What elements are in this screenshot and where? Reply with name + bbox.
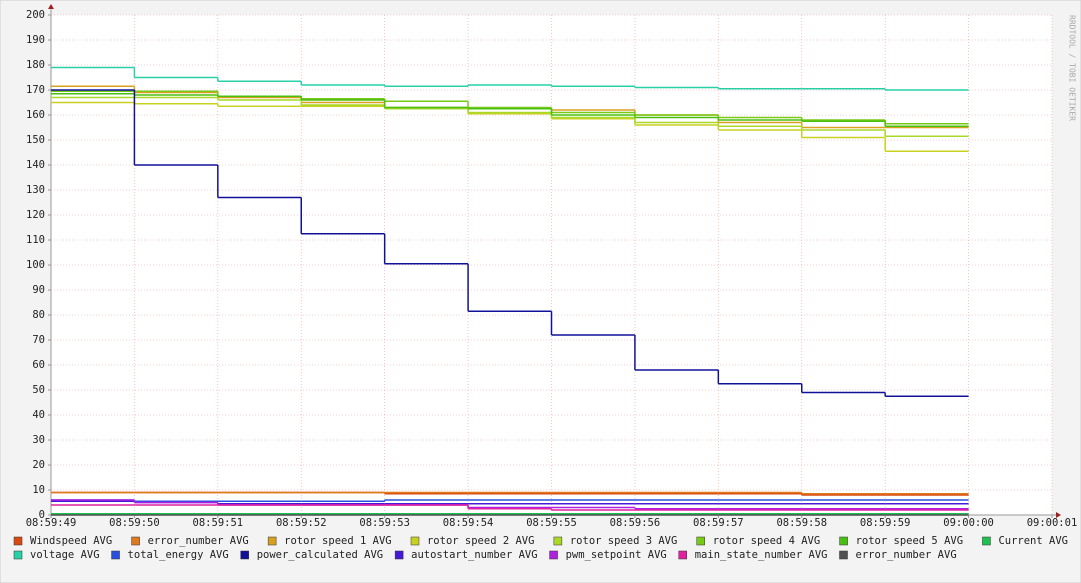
y-tick-label: 60: [32, 359, 45, 371]
legend-label: Windspeed AVG: [30, 535, 112, 547]
y-tick-label: 110: [26, 234, 45, 246]
x-tick-label: 08:59:56: [610, 517, 661, 529]
legend-label: main_state_number AVG: [695, 549, 828, 561]
legend-label: rotor speed 2 AVG: [427, 535, 534, 547]
legend-swatch: [131, 536, 140, 546]
y-tick-label: 30: [32, 434, 45, 446]
y-tick-label: 130: [26, 184, 45, 196]
legend-swatch: [13, 550, 23, 560]
y-tick-label: 200: [26, 9, 45, 21]
x-tick-label: 09:00:01: [1027, 517, 1078, 529]
y-tick-label: 70: [32, 334, 45, 346]
x-tick-label: 08:59:51: [193, 517, 244, 529]
legend-swatch: [696, 536, 705, 546]
legend-swatch: [839, 536, 848, 546]
legend-label: Current AVG: [998, 535, 1068, 547]
legend-item: rotor speed 1 AVG: [267, 535, 392, 547]
legend-item: Current AVG: [982, 535, 1068, 547]
y-tick-label: 0: [39, 509, 45, 521]
y-tick-label: 80: [32, 309, 45, 321]
legend-item: rotor speed 4 AVG: [696, 535, 820, 547]
legend-item: main_state_number AVG: [678, 549, 828, 561]
y-tick-label: 10: [32, 484, 45, 496]
y-tick-label: 90: [32, 284, 45, 296]
legend-label: pwm_setpoint AVG: [566, 549, 667, 561]
legend-item: pwm_setpoint AVG: [549, 549, 667, 561]
legend-item: voltage AVG: [13, 549, 100, 561]
legend-label: rotor speed 4 AVG: [713, 535, 820, 547]
legend-label: autostart_number AVG: [411, 549, 537, 561]
legend-swatch: [553, 536, 563, 546]
x-tick-label: 08:59:50: [109, 517, 160, 529]
watermark: RRDTOOL / TOBI OETIKER: [1068, 15, 1077, 121]
legend-item: rotor speed 2 AVG: [410, 535, 534, 547]
legend-item: power_calculated AVG: [240, 549, 383, 561]
legend-swatch: [394, 550, 404, 560]
x-tick-label: 08:59:55: [526, 517, 577, 529]
y-tick-label: 120: [26, 209, 45, 221]
x-tick-label: 08:59:59: [860, 517, 911, 529]
legend-label: error_number AVG: [856, 549, 957, 561]
legend-swatch: [678, 550, 687, 560]
legend-item: rotor speed 3 AVG: [553, 535, 677, 547]
x-axis-arrow: [1056, 512, 1061, 518]
x-tick-label: 08:59:53: [359, 517, 410, 529]
x-tick-label: 08:59:52: [276, 517, 327, 529]
x-tick-label: 08:59:58: [776, 517, 827, 529]
legend-item: error_number AVG: [131, 535, 249, 547]
legend-label: total_energy AVG: [128, 549, 229, 561]
y-axis-arrow: [48, 4, 54, 9]
legend-label: voltage AVG: [30, 549, 100, 561]
legend-label: error_number AVG: [148, 535, 249, 547]
legend-item: autostart_number AVG: [394, 549, 538, 561]
legend-swatch: [549, 550, 558, 560]
y-tick-label: 50: [32, 384, 45, 396]
legend-label: rotor speed 5 AVG: [856, 535, 963, 547]
x-tick-label: 08:59:49: [26, 517, 77, 529]
x-tick-label: 08:59:54: [443, 517, 494, 529]
legend-label: rotor speed 3 AVG: [570, 535, 677, 547]
legend-item: rotor speed 5 AVG: [839, 535, 963, 547]
y-tick-label: 160: [26, 109, 45, 121]
legend-swatch: [839, 550, 848, 560]
y-tick-label: 20: [32, 459, 45, 471]
legend-swatch: [111, 550, 120, 560]
x-tick-label: 08:59:57: [693, 517, 744, 529]
legend-swatch: [267, 536, 277, 546]
legend-label: power_calculated AVG: [257, 549, 383, 561]
legend-label: rotor speed 1 AVG: [284, 535, 391, 547]
legend-swatch: [13, 536, 23, 546]
y-tick-label: 40: [32, 409, 45, 421]
y-tick-label: 150: [26, 134, 45, 146]
legend-item: total_energy AVG: [111, 549, 229, 561]
legend-swatch: [410, 536, 420, 546]
y-tick-label: 140: [26, 159, 45, 171]
y-tick-label: 170: [26, 84, 45, 96]
legend-item: error_number AVG: [839, 549, 957, 561]
legend-item: Windspeed AVG: [13, 535, 112, 547]
y-tick-label: 100: [26, 259, 45, 271]
y-tick-label: 190: [26, 34, 45, 46]
legend-swatch: [982, 536, 991, 546]
y-tick-label: 180: [26, 59, 45, 71]
legend-swatch: [240, 550, 249, 560]
x-tick-label: 09:00:00: [943, 517, 994, 529]
